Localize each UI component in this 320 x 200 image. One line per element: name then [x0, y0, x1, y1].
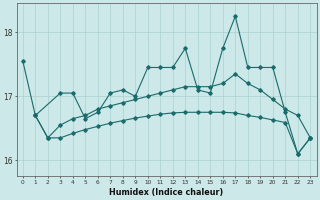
X-axis label: Humidex (Indice chaleur): Humidex (Indice chaleur) [109, 188, 224, 197]
